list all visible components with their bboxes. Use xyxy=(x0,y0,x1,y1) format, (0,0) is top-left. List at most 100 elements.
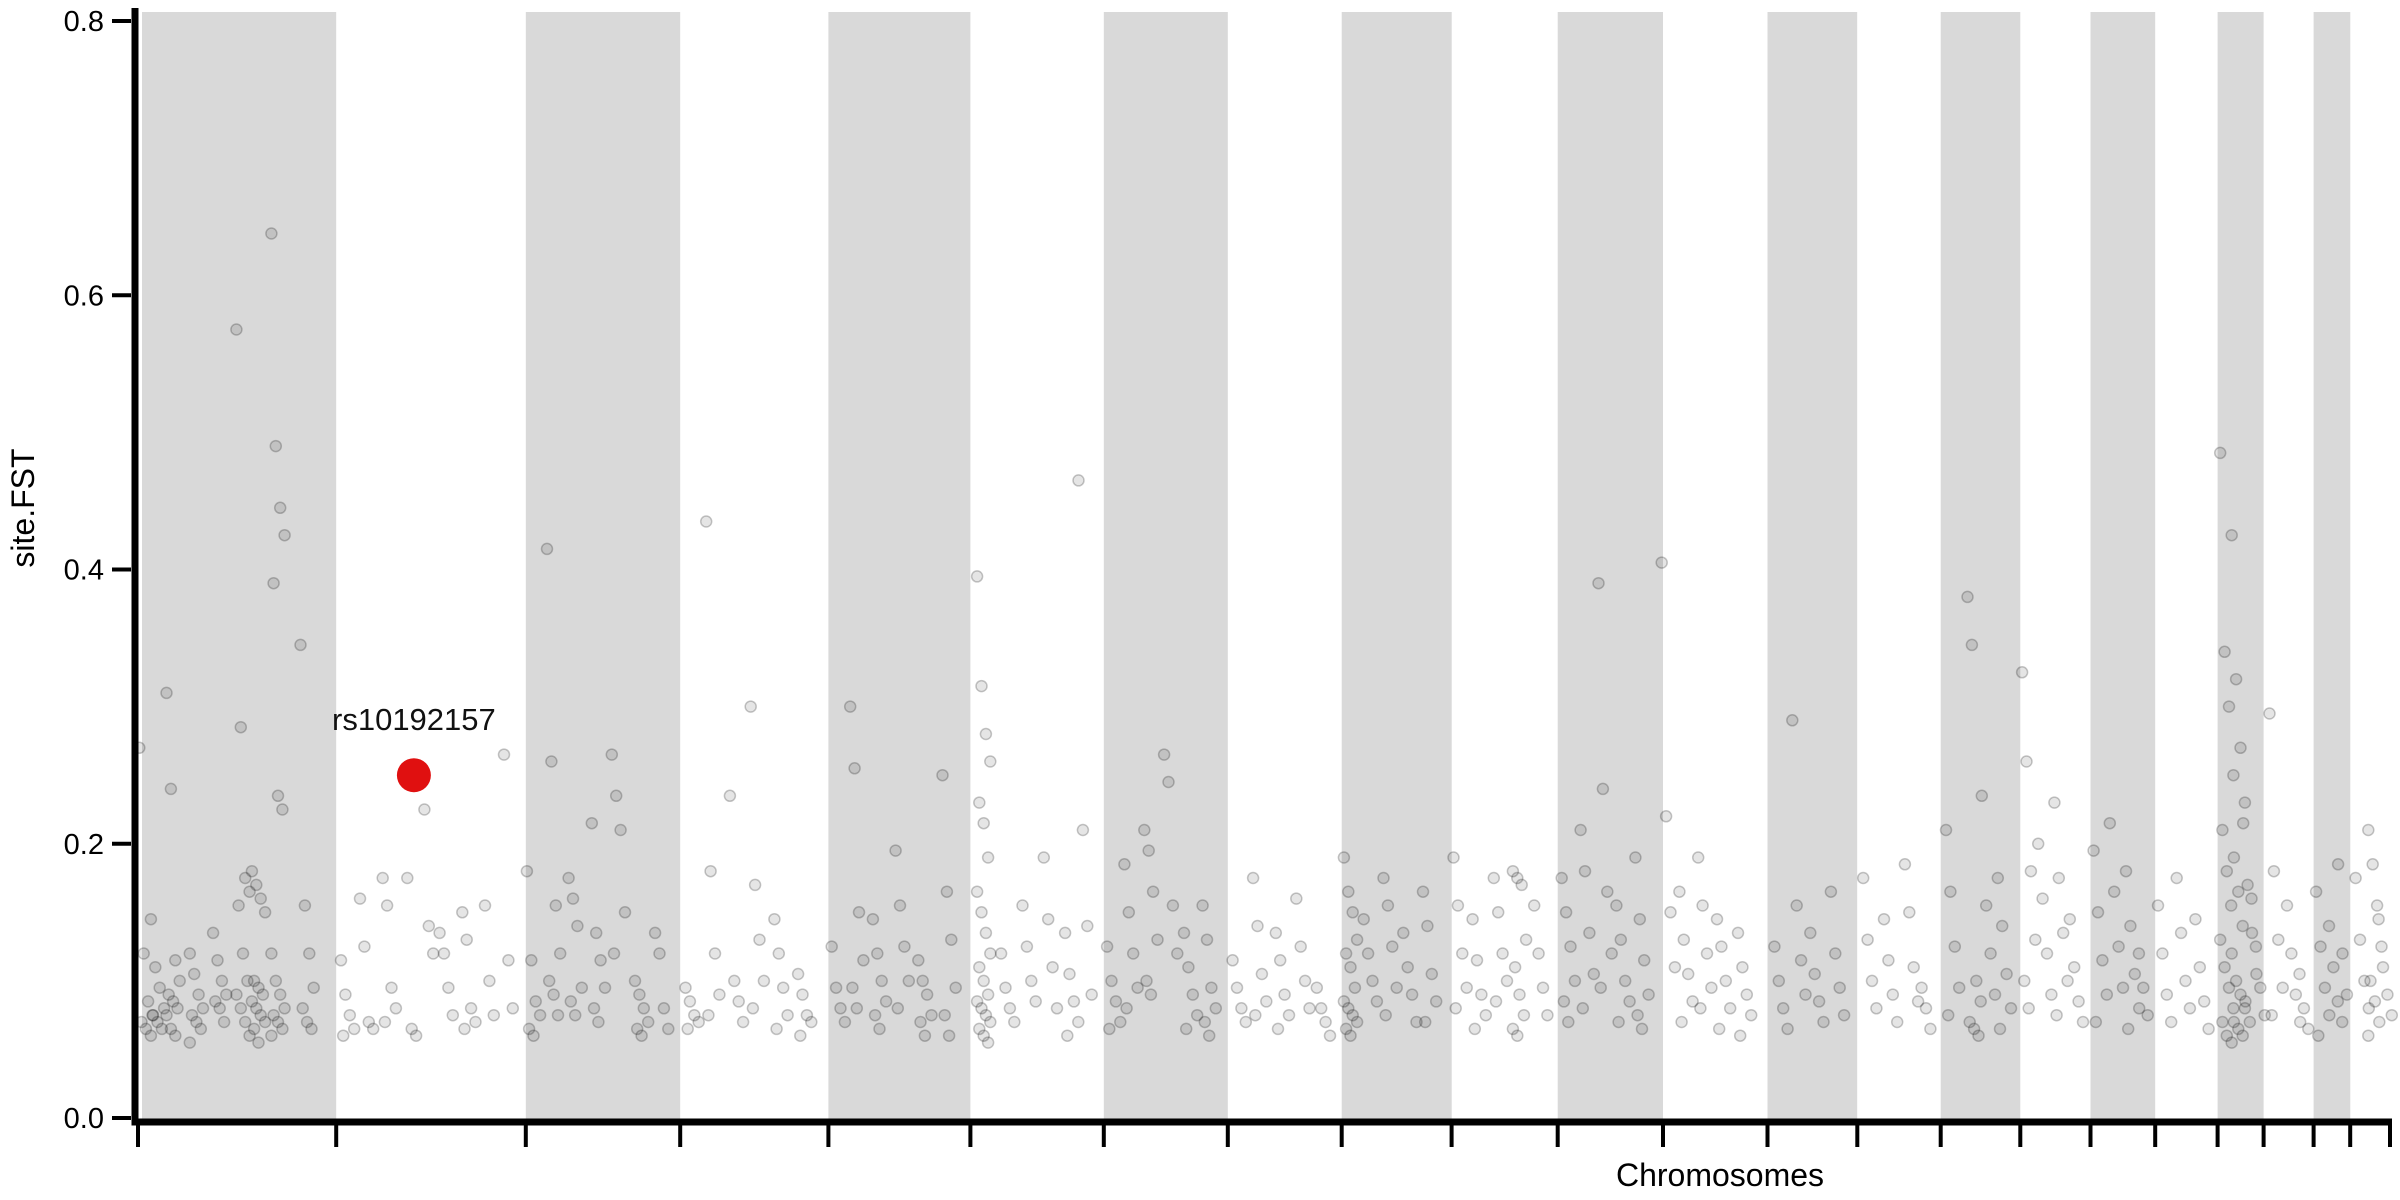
scatter-point xyxy=(1366,974,1379,988)
scatter-point xyxy=(2238,1002,2252,1015)
scatter-point xyxy=(336,1029,350,1042)
scatter-point xyxy=(857,954,870,967)
scatter-point xyxy=(2096,954,2109,967)
scatter-point xyxy=(1202,1029,1216,1042)
scatter-point xyxy=(146,1008,160,1022)
scatter-point xyxy=(1468,1022,1482,1036)
scatter-point xyxy=(1596,782,1610,796)
scatter-point xyxy=(1361,947,1375,960)
chromosome-band xyxy=(2217,12,2264,1119)
scatter-point xyxy=(1138,823,1151,837)
scatter-point xyxy=(587,1002,601,1015)
scatter-point xyxy=(2232,1022,2245,1036)
scatter-point xyxy=(630,1022,644,1036)
scatter-point xyxy=(1339,1022,1353,1036)
scatter-point xyxy=(1944,885,1957,898)
scatter-point xyxy=(1103,1022,1116,1036)
scatter-point xyxy=(401,871,414,885)
scatter-point xyxy=(553,947,567,960)
scatter-point xyxy=(1142,844,1155,857)
scatter-point xyxy=(1939,823,1953,837)
scatter-point xyxy=(276,803,289,816)
scatter-point xyxy=(2236,919,2249,933)
chromosome-band xyxy=(2090,12,2156,1119)
scatter-point xyxy=(1882,954,1895,967)
scatter-point xyxy=(2372,912,2385,926)
scatter-point xyxy=(1824,885,1838,898)
scatter-point xyxy=(1126,947,1140,960)
scatter-point xyxy=(2229,974,2243,988)
scatter-point xyxy=(2031,837,2045,851)
scatter-point xyxy=(1350,933,1364,946)
scatter-point xyxy=(190,1015,203,1029)
scatter-point xyxy=(2216,1015,2229,1029)
scatter-point xyxy=(1629,851,1642,864)
scatter-point xyxy=(748,878,762,892)
scatter-point xyxy=(1410,1015,1423,1029)
scatter-point xyxy=(1677,933,1691,946)
scatter-point xyxy=(2358,974,2371,988)
scatter-point xyxy=(2124,919,2137,933)
scatter-point xyxy=(1601,885,1614,898)
scatter-point xyxy=(1776,1002,1790,1015)
scatter-point xyxy=(977,1029,990,1042)
scatter-point xyxy=(770,1022,783,1036)
scatter-point xyxy=(1029,995,1042,1008)
scatter-point xyxy=(160,1008,173,1022)
scatter-point xyxy=(2229,672,2243,686)
scatter-point xyxy=(2225,1036,2238,1049)
scatter-point xyxy=(1659,810,1673,823)
scatter-point xyxy=(736,1015,750,1029)
scatter-point xyxy=(1576,1002,1590,1015)
scatter-point xyxy=(192,988,205,1001)
scatter-point xyxy=(1877,912,1891,926)
scatter-point xyxy=(2213,446,2227,460)
scatter-point xyxy=(562,871,575,885)
scatter-point xyxy=(460,933,473,946)
scatter-point xyxy=(2336,947,2349,960)
scatter-point xyxy=(141,995,155,1008)
scatter-point xyxy=(614,823,627,837)
scatter-point xyxy=(2322,919,2336,933)
scatter-point xyxy=(2232,885,2245,898)
scatter-point xyxy=(2218,645,2231,659)
scatter-point xyxy=(1348,981,1362,994)
scatter-point xyxy=(1162,775,1175,789)
scatter-point xyxy=(540,542,554,556)
scatter-point xyxy=(1405,988,1419,1001)
scatter-point xyxy=(768,912,781,926)
scatter-point xyxy=(1768,940,1781,953)
scatter-point xyxy=(2327,960,2340,974)
scatter-point xyxy=(2335,1015,2349,1029)
scatter-point xyxy=(683,995,697,1008)
scatter-point xyxy=(889,844,902,857)
scatter-point xyxy=(2276,981,2289,994)
scatter-point xyxy=(1719,974,1733,988)
scatter-point xyxy=(334,954,348,967)
scatter-point xyxy=(247,1022,261,1036)
scatter-point xyxy=(628,974,642,988)
scatter-point xyxy=(794,1029,807,1042)
scatter-point xyxy=(2132,1002,2146,1015)
scatter-point xyxy=(776,981,790,994)
scatter-point xyxy=(487,1008,501,1022)
scatter-point xyxy=(1890,1015,1904,1029)
highlight-group xyxy=(396,758,431,793)
scatter-point xyxy=(185,1008,199,1022)
scatter-point xyxy=(2107,885,2121,898)
scatter-point xyxy=(699,515,713,528)
scatter-point xyxy=(1157,748,1171,761)
scatter-point xyxy=(1736,960,1749,974)
scatter-point xyxy=(209,995,222,1008)
scatter-point xyxy=(271,1015,285,1029)
scatter-point xyxy=(389,1002,403,1015)
scatter-point xyxy=(273,988,287,1001)
scatter-point xyxy=(250,878,263,892)
scatter-point xyxy=(2238,796,2252,809)
scatter-point xyxy=(1246,871,1260,885)
scatter-point xyxy=(506,1002,520,1015)
scatter-point xyxy=(589,926,603,940)
scatter-point xyxy=(426,947,440,960)
scatter-point xyxy=(2121,1022,2135,1036)
